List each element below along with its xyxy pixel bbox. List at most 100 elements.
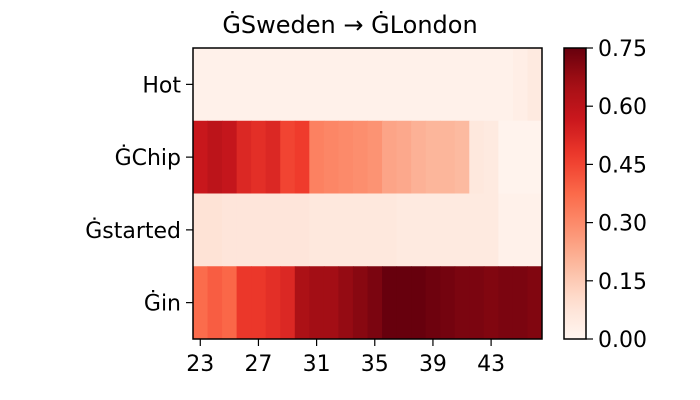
heatmap-cell <box>440 266 456 340</box>
y-tick-label: Ġin <box>144 291 181 317</box>
heatmap-cell <box>265 120 281 194</box>
x-axis: 23 27 31 35 39 43 <box>186 339 505 377</box>
colorbar-tick-label: 0.75 <box>598 37 647 62</box>
heatmap-cell <box>251 48 267 122</box>
heatmap-cell <box>440 48 456 122</box>
heatmap-cell <box>294 193 310 267</box>
heatmap-cell <box>265 266 281 340</box>
heatmap-cell <box>193 193 209 267</box>
heatmap-cell <box>352 120 368 194</box>
heatmap-cell <box>483 120 499 194</box>
heatmap-cell <box>411 120 427 194</box>
heatmap-cell <box>512 193 528 267</box>
heatmap-cell <box>396 266 412 340</box>
heatmap-cell <box>382 120 398 194</box>
y-axis: Hot ĠChip Ġstarted Ġin <box>85 73 193 317</box>
y-tick-label: ĠChip <box>115 145 181 171</box>
heatmap-cell <box>236 48 252 122</box>
heatmap-cell <box>425 266 441 340</box>
heatmap-cell <box>498 120 514 194</box>
heatmap-cell <box>411 266 427 340</box>
heatmap-cell <box>251 193 267 267</box>
heatmap-cell <box>425 193 441 267</box>
heatmap-cell <box>309 48 325 122</box>
colorbar-tick-label: 0.45 <box>598 153 647 178</box>
heatmap-cell <box>498 266 514 340</box>
heatmap-cell <box>236 193 252 267</box>
heatmap-cell <box>280 193 296 267</box>
heatmap-cell <box>193 120 209 194</box>
heatmap-cell <box>382 48 398 122</box>
heatmap-cell <box>338 193 354 267</box>
heatmap-cell <box>367 193 383 267</box>
y-tick-label: Ġstarted <box>85 218 181 244</box>
heatmap-cell <box>382 266 398 340</box>
heatmap-cell <box>236 120 252 194</box>
heatmap-cell <box>193 48 209 122</box>
heatmap-cell <box>309 120 325 194</box>
heatmap-cell <box>425 120 441 194</box>
heatmap-cell <box>294 266 310 340</box>
heatmap-cell <box>323 266 339 340</box>
heatmap-cell <box>469 266 485 340</box>
heatmap-cell <box>338 48 354 122</box>
heatmap-cell <box>222 266 238 340</box>
heatmap-cell <box>251 266 267 340</box>
heatmap-cell <box>527 48 543 122</box>
heatmap-cell <box>338 120 354 194</box>
heatmap-cell <box>323 48 339 122</box>
heatmap-cell <box>411 193 427 267</box>
colorbar-ticks: 0.00 0.15 0.30 0.45 0.60 0.75 <box>586 37 647 353</box>
heatmap-cell <box>498 193 514 267</box>
heatmap-cell <box>280 120 296 194</box>
heatmap-cell <box>440 120 456 194</box>
heatmap-cell <box>222 193 238 267</box>
heatmap-cell <box>396 120 412 194</box>
heatmap-cell <box>527 266 543 340</box>
heatmap-cell <box>527 193 543 267</box>
x-tick-label: 39 <box>419 352 447 377</box>
heatmap-cell <box>251 120 267 194</box>
heatmap-cell <box>367 266 383 340</box>
heatmap-cell <box>483 266 499 340</box>
heatmap-cell <box>309 193 325 267</box>
y-tick-label: Hot <box>142 73 181 98</box>
heatmap-cell <box>352 266 368 340</box>
heatmap-cell <box>265 48 281 122</box>
heatmap-cell <box>367 48 383 122</box>
heatmap-cell <box>454 120 470 194</box>
x-tick-label: 43 <box>477 352 505 377</box>
heatmap-cell <box>512 120 528 194</box>
heatmap-cell <box>440 193 456 267</box>
heatmap-cell <box>411 48 427 122</box>
heatmap-cell <box>483 193 499 267</box>
x-tick-label: 31 <box>303 352 331 377</box>
colorbar-frame <box>563 47 587 340</box>
plot-frame <box>192 47 543 340</box>
heatmap-cell <box>352 48 368 122</box>
heatmap-cell <box>396 193 412 267</box>
heatmap-cell <box>265 193 281 267</box>
heatmap-cell <box>352 193 368 267</box>
x-tick-label: 27 <box>244 352 272 377</box>
heatmap-cell <box>280 266 296 340</box>
heatmap-cell <box>469 193 485 267</box>
heatmap-cell <box>193 266 209 340</box>
heatmap-cell <box>309 266 325 340</box>
colorbar-tick-label: 0.30 <box>598 212 647 237</box>
heatmap-cell <box>512 266 528 340</box>
heatmap-cell <box>323 120 339 194</box>
heatmap-cell <box>222 120 238 194</box>
heatmap-cell <box>425 48 441 122</box>
heatmap-cell <box>222 48 238 122</box>
heatmap-cell <box>469 120 485 194</box>
heatmap-cell <box>294 48 310 122</box>
heatmap-cell <box>483 48 499 122</box>
heatmap-cell <box>294 120 310 194</box>
heatmap-cell <box>454 48 470 122</box>
colorbar-tick-label: 0.60 <box>598 95 647 120</box>
chart-title: ĠSweden → ĠLondon <box>222 10 477 39</box>
heatmap-cell <box>236 266 252 340</box>
colorbar-gradient <box>564 48 586 339</box>
